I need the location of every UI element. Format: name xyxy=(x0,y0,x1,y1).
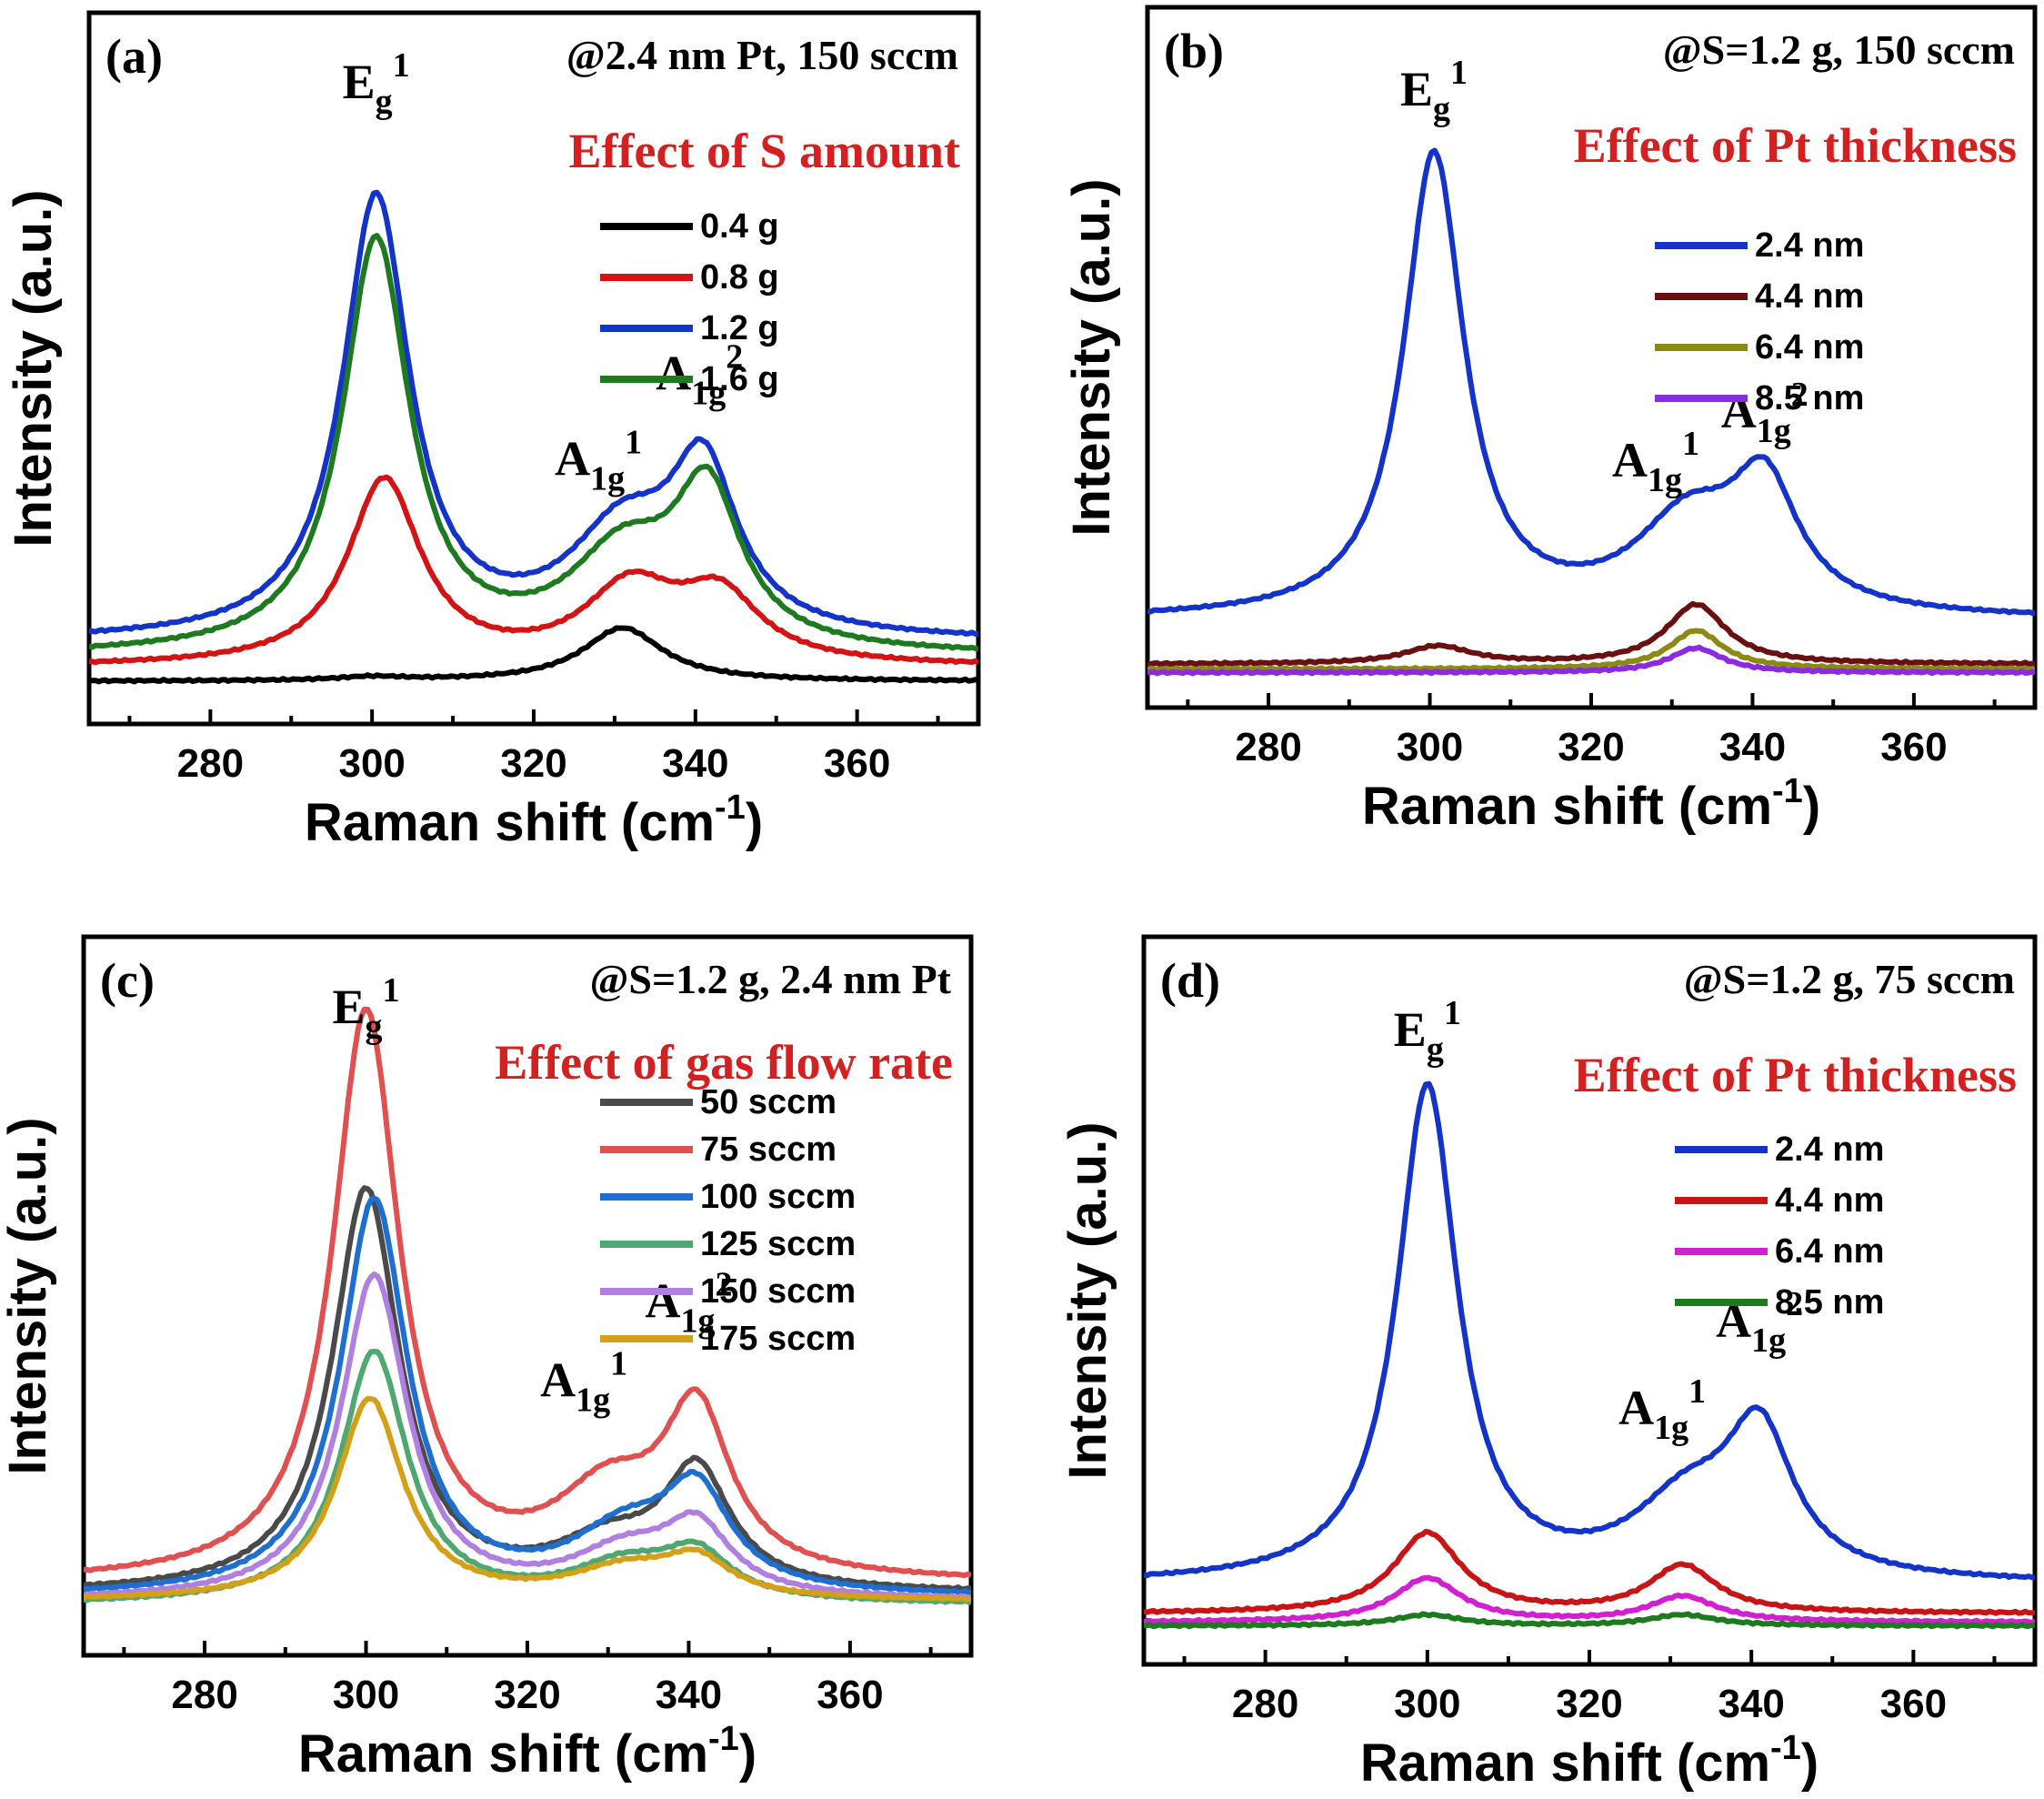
x-tick-label: 320 xyxy=(494,1673,560,1717)
x-tick-label: 360 xyxy=(1880,725,1947,769)
x-tick-label: 340 xyxy=(662,741,728,786)
legend-label: 4.4 nm xyxy=(1755,277,1864,316)
legend-label: 50 sccm xyxy=(700,1083,837,1121)
legend-label: 175 sccm xyxy=(700,1320,856,1358)
legend-label: 6.4 nm xyxy=(1775,1232,1884,1271)
series-line-1_6-g xyxy=(89,233,978,652)
peak-label: Eg1 xyxy=(333,971,400,1046)
series-line-100-sccm xyxy=(84,1195,971,1595)
y-axis-title: Intensity (a.u.) xyxy=(1058,1121,1117,1479)
series-line-0_8-g xyxy=(89,474,978,666)
legend-label: 4.4 nm xyxy=(1775,1181,1884,1220)
legend-label: 150 sccm xyxy=(700,1272,856,1311)
peak-label: Eg1 xyxy=(1394,994,1461,1069)
legend-label: 8.5 nm xyxy=(1775,1283,1884,1322)
panel-d: 280 300 320 340 360 Raman shift (cm-1) Intensi… xyxy=(1058,934,2038,1793)
x-tick-label: 300 xyxy=(1397,725,1463,769)
series-line-4_4-nm xyxy=(1144,1529,2035,1616)
panel-label: (c) xyxy=(100,953,155,1008)
condition-text: @S=1.2 g, 2.4 nm Pt xyxy=(590,956,952,1002)
series-line-8_5-nm xyxy=(1147,644,2035,677)
series-line-75-sccm xyxy=(84,1006,971,1579)
y-axis-title: Intensity (a.u.) xyxy=(0,1117,57,1474)
series-line-2_4-nm xyxy=(1144,1080,2035,1582)
legend-label: 75 sccm xyxy=(700,1131,837,1169)
peak-label: A1g1 xyxy=(555,423,642,497)
effect-title: Effect of Pt thickness xyxy=(1574,1048,2017,1102)
x-axis-title: Raman shift (cm-1) xyxy=(305,789,763,852)
x-tick-label: 360 xyxy=(817,1673,883,1717)
x-tick-label: 280 xyxy=(177,741,244,786)
x-tick-label: 280 xyxy=(1232,1682,1298,1726)
y-axis-title: Intensity (a.u.) xyxy=(1062,178,1121,536)
peak-label: A1g1 xyxy=(1612,425,1699,499)
x-tick-label: 340 xyxy=(656,1673,722,1717)
series-line-1_2-g xyxy=(89,189,978,638)
series-line-4_4-nm xyxy=(1147,600,2035,668)
series-line-0_4-g xyxy=(89,625,978,685)
condition-text: @S=1.2 g, 75 sccm xyxy=(1684,956,2015,1002)
panel-b: 280 300 320 340 360 Raman shift (cm-1) Intensi… xyxy=(1062,5,2038,836)
x-tick-label: 340 xyxy=(1718,1682,1784,1726)
legend-label: 6.4 nm xyxy=(1755,328,1864,367)
condition-text: @S=1.2 g, 150 sccm xyxy=(1663,26,2015,73)
x-tick-label: 320 xyxy=(1558,725,1624,769)
x-axis-title: Raman shift (cm-1) xyxy=(1362,772,1820,836)
x-axis-title: Raman shift (cm-1) xyxy=(298,1720,756,1784)
panel-c: 280 300 320 340 360 Raman shift (cm-1) Intensi… xyxy=(0,934,974,1784)
peak-label: A1g1 xyxy=(540,1345,627,1420)
legend-label: 100 sccm xyxy=(700,1178,856,1216)
x-tick-label: 360 xyxy=(1880,1682,1947,1726)
effect-title: Effect of Pt thickness xyxy=(1574,118,2017,173)
series-line-8_5-nm xyxy=(1144,1611,2035,1630)
x-tick-label: 360 xyxy=(824,741,890,786)
effect-title: Effect of S amount xyxy=(569,124,960,178)
legend-label: 2.4 nm xyxy=(1775,1131,1884,1169)
condition-text: @2.4 nm Pt, 150 sccm xyxy=(566,32,958,78)
legend-label: 1.6 g xyxy=(700,360,779,398)
legend-label: 125 sccm xyxy=(700,1225,856,1263)
legend-label: 2.4 nm xyxy=(1755,226,1864,265)
panel-a: 280 300 320 340 360 Raman shift (cm-1) Intensi… xyxy=(4,10,981,852)
series-line-175-sccm xyxy=(84,1395,971,1603)
panel-label: (a) xyxy=(105,29,163,84)
x-tick-label: 320 xyxy=(1556,1682,1622,1726)
x-axis-title: Raman shift (cm-1) xyxy=(1360,1729,1819,1793)
peak-label: Eg1 xyxy=(343,46,410,121)
series-line-2_4-nm xyxy=(1147,147,2035,617)
panel-label: (b) xyxy=(1164,24,1224,78)
x-tick-label: 280 xyxy=(171,1673,237,1717)
y-axis-title: Intensity (a.u.) xyxy=(4,189,63,547)
peak-label: A1g2 xyxy=(645,1266,732,1341)
x-tick-label: 300 xyxy=(1394,1682,1460,1726)
series-line-150-sccm xyxy=(84,1271,971,1601)
x-tick-label: 340 xyxy=(1719,725,1786,769)
peak-label: Eg1 xyxy=(1400,54,1468,128)
peak-label: A1g1 xyxy=(1618,1372,1706,1447)
legend-label: 8.5 nm xyxy=(1755,379,1864,417)
legend-label: 0.8 g xyxy=(700,258,779,296)
peak-label: A1g2 xyxy=(656,337,743,412)
x-tick-label: 320 xyxy=(500,741,566,786)
x-tick-label: 300 xyxy=(333,1673,399,1717)
panel-label: (d) xyxy=(1160,953,1220,1008)
effect-title: Effect of gas flow rate xyxy=(495,1035,953,1090)
peak-label: A1g2 xyxy=(1721,376,1809,450)
x-tick-label: 300 xyxy=(338,741,405,786)
legend-label: 0.4 g xyxy=(700,207,779,246)
series-line-6_4-nm xyxy=(1147,628,2035,673)
series-line-6_4-nm xyxy=(1144,1574,2035,1626)
legend-label: 1.2 g xyxy=(700,309,779,347)
x-tick-label: 280 xyxy=(1235,725,1301,769)
